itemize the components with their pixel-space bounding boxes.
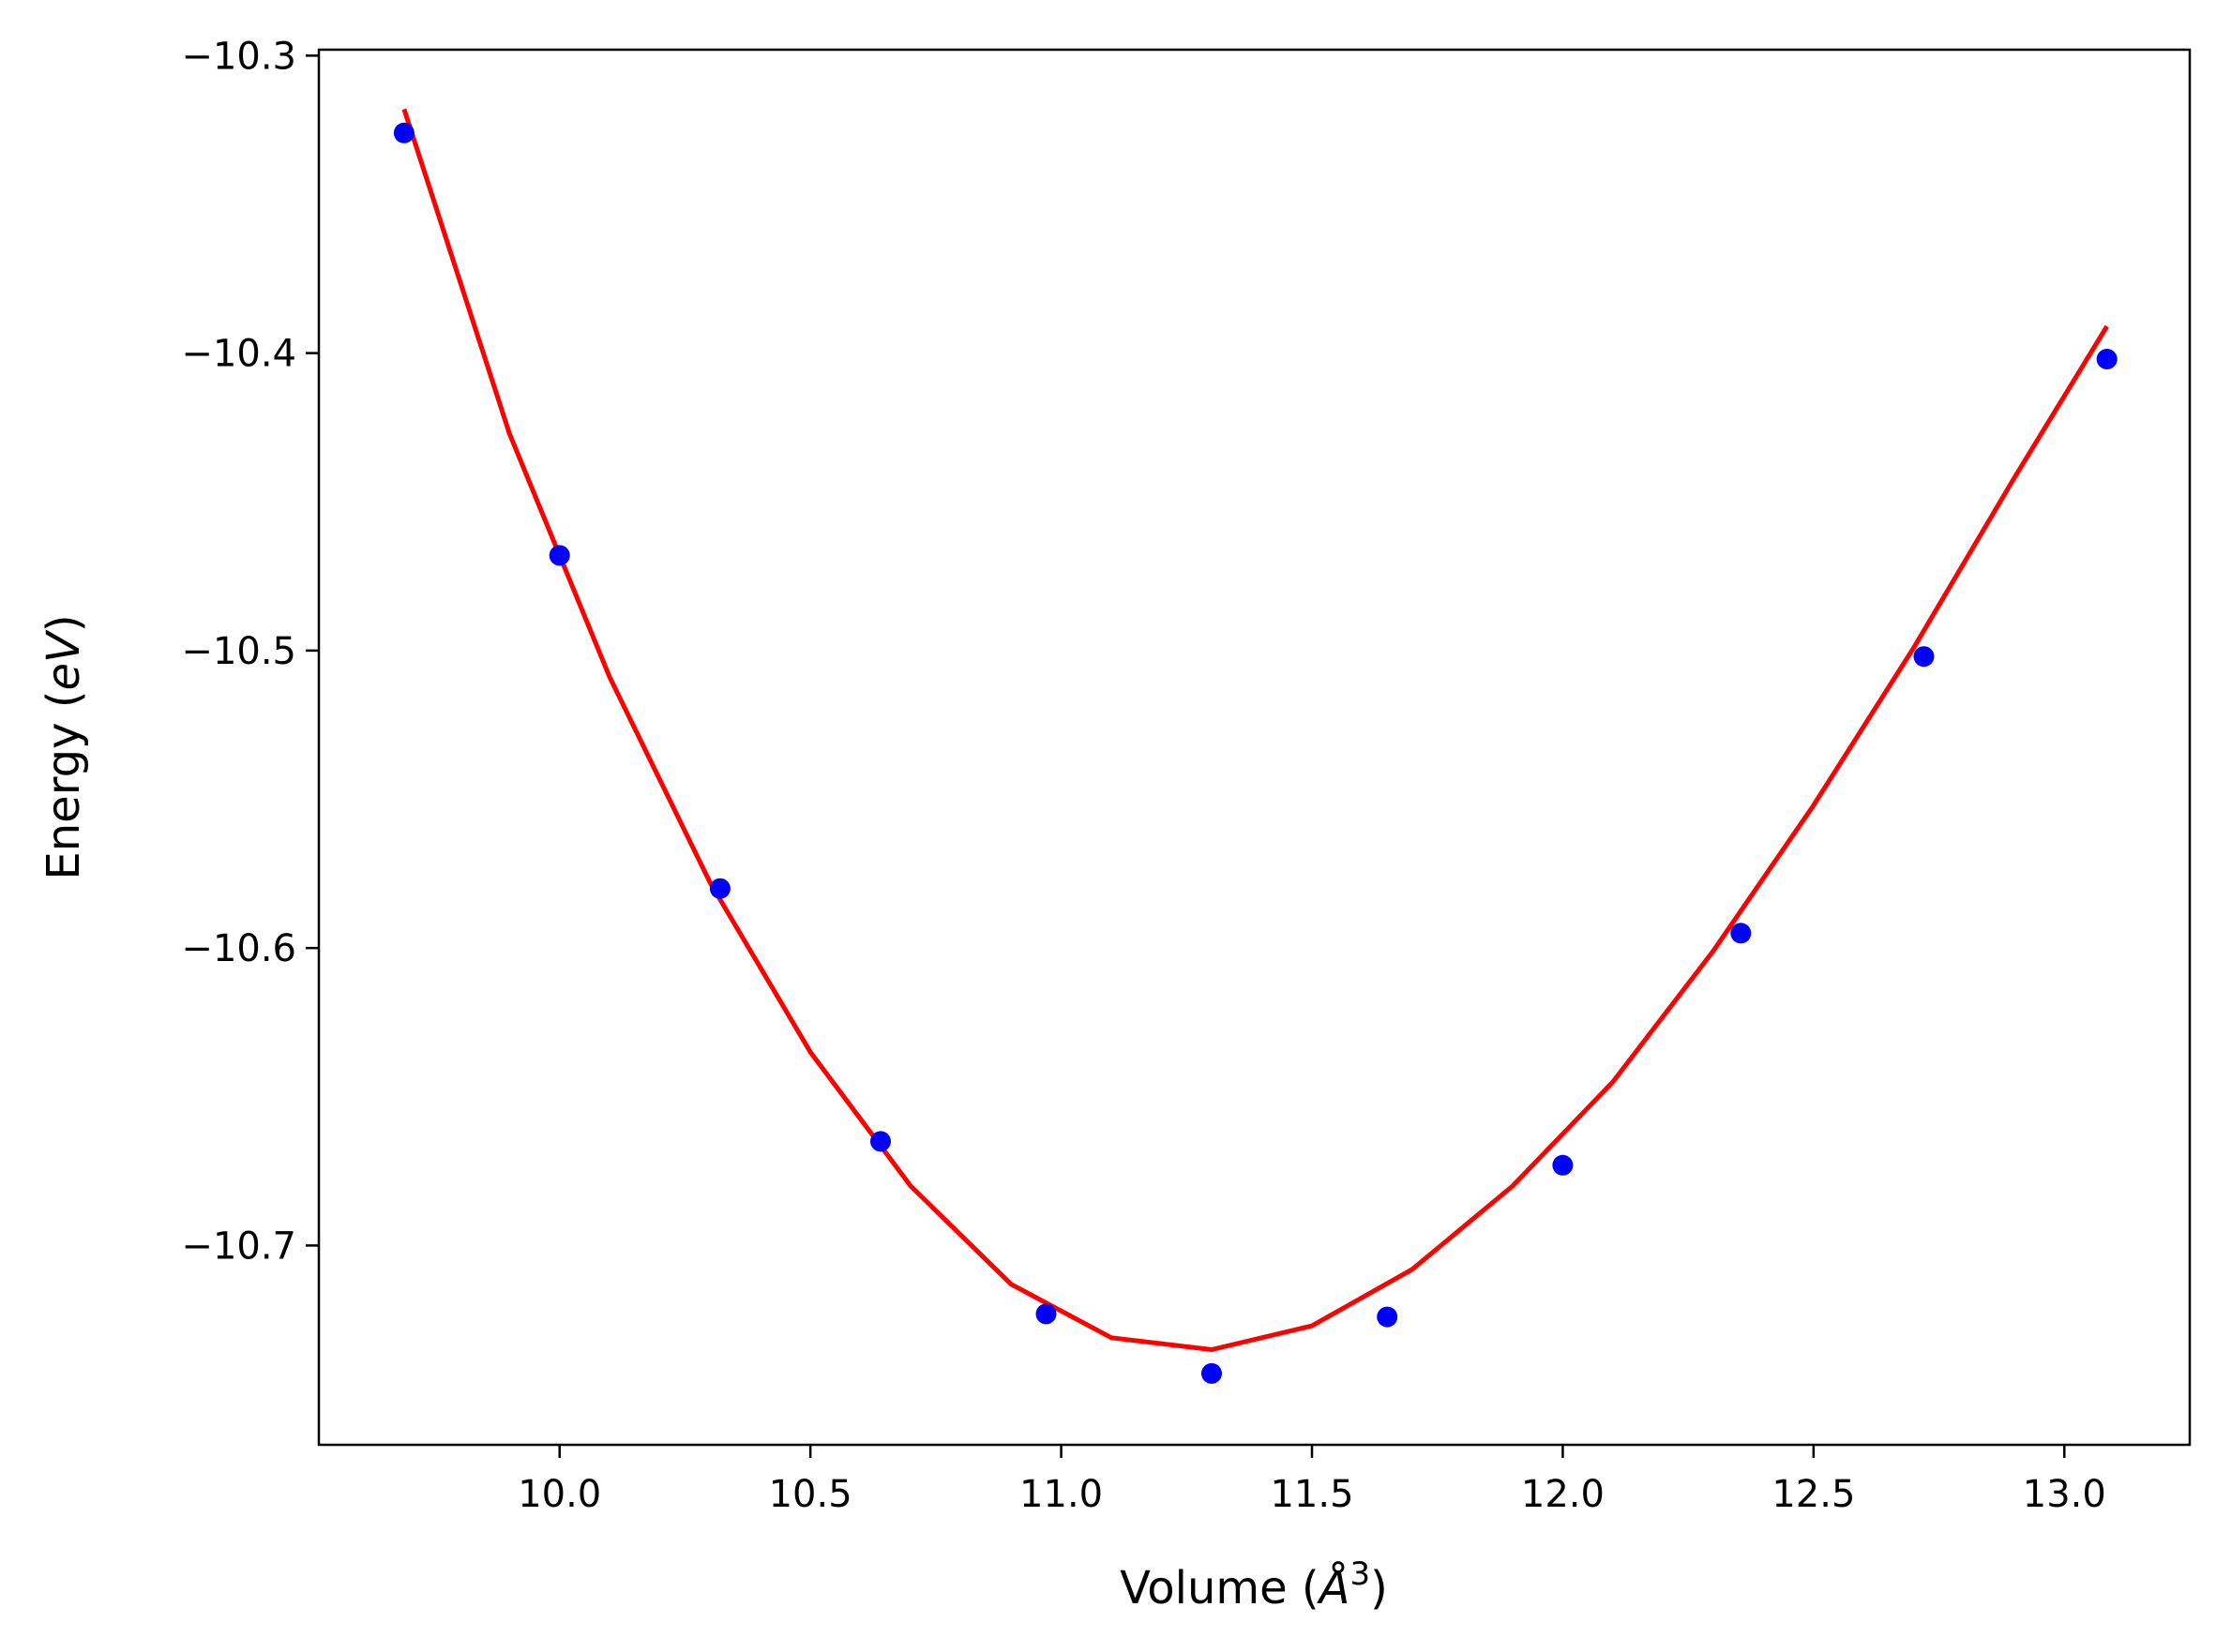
y-axis-label: Energy (eV) — [38, 614, 90, 879]
data-point — [1552, 1154, 1574, 1176]
x-tick-label: 10.5 — [769, 1473, 852, 1516]
fit-curve-line — [401, 108, 2109, 1352]
data-point — [870, 1131, 891, 1152]
plot-layer — [393, 108, 2118, 1384]
x-tick-label: 12.0 — [1521, 1473, 1605, 1516]
x-tick-label: 11.0 — [1019, 1473, 1103, 1516]
data-point — [393, 122, 415, 143]
x-tick-label: 12.5 — [1771, 1473, 1855, 1516]
data-point — [1913, 646, 1935, 668]
data-point — [1377, 1306, 1398, 1328]
x-axis-label: Volume (Å3) — [1120, 1555, 1388, 1614]
data-point — [1201, 1362, 1222, 1384]
data-point — [2096, 349, 2118, 369]
y-tick-label: −10.4 — [181, 333, 296, 376]
x-tick-label: 10.0 — [518, 1473, 601, 1516]
tick-layer: 10.0 10.5 11.0 11.5 12.0 12.5 13.0 −10.3 −10.4 −1… — [181, 35, 2105, 1516]
y-tick-label: −10.3 — [181, 35, 296, 78]
data-point — [549, 545, 570, 566]
x-tick-label: 11.5 — [1270, 1473, 1353, 1516]
y-tick-label: −10.5 — [181, 630, 296, 673]
y-tick-label: −10.6 — [181, 927, 296, 970]
data-point — [709, 878, 731, 899]
x-tick-label: 13.0 — [2023, 1473, 2106, 1516]
data-point — [1730, 923, 1752, 944]
axes-frame — [317, 48, 2192, 1447]
y-tick-label: −10.7 — [181, 1224, 296, 1268]
data-point — [1035, 1303, 1057, 1325]
